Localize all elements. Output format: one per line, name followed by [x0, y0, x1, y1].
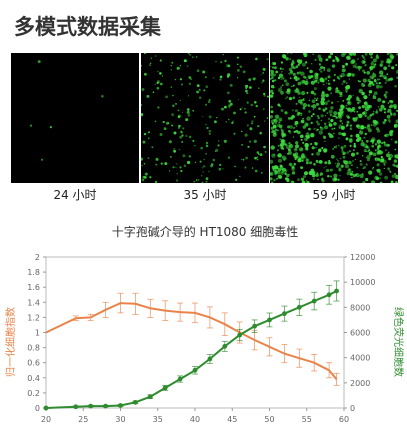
y-left-tick-label: 0.6	[27, 359, 40, 368]
x-tick-label: 55	[302, 415, 312, 424]
data-point	[162, 385, 168, 391]
y-left-tick-label: 0.2	[27, 389, 40, 398]
page-title: 多模式数据采集	[14, 15, 161, 39]
y-right-tick-label: 0	[350, 404, 355, 413]
microscopy-panel-59h	[268, 51, 400, 185]
x-tick-label: 35	[153, 415, 163, 424]
y-right-tick-label: 6000	[350, 329, 370, 338]
data-point	[147, 394, 153, 400]
x-tick-label: 40	[190, 415, 200, 424]
data-point	[326, 292, 332, 298]
y-right-tick-label: 4000	[350, 354, 370, 363]
y-axis-left-label: 归一化细胞指数	[4, 307, 17, 377]
y-left-tick-label: 1	[35, 329, 40, 338]
data-point	[222, 343, 228, 349]
panel-label-59h: 59 小时	[312, 188, 356, 202]
chart-plot-area	[43, 280, 340, 411]
y-left-tick-label: 0	[35, 404, 40, 413]
chart-axes: 20 25 30 35 40 45 50 55 6000.20.40.60.811.21.41.…	[27, 253, 375, 424]
panel-label-24h: 24 小时	[53, 188, 97, 202]
y-left-tick-label: 0.4	[27, 374, 40, 383]
data-point	[177, 376, 183, 382]
x-tick-label: 30	[115, 415, 125, 424]
y-right-tick-label: 10000	[350, 278, 375, 287]
data-point	[207, 356, 213, 362]
x-tick-label: 50	[264, 415, 274, 424]
data-point	[133, 399, 138, 405]
data-point	[43, 405, 49, 411]
data-point	[237, 332, 243, 338]
data-point	[267, 317, 272, 323]
panel-label-35h: 35 小时	[183, 188, 227, 202]
y-axis-right-label: 绿色荧光细胞数	[392, 307, 405, 377]
series-line-0	[45, 302, 338, 380]
y-left-tick-label: 1.2	[27, 313, 40, 322]
data-point	[192, 367, 198, 373]
y-left-tick-label: 2	[35, 253, 40, 262]
chart-title: 十字孢碱介导的 HT1080 细胞毒性	[112, 224, 299, 239]
plot-frame	[45, 256, 345, 409]
data-point	[118, 403, 123, 408]
microscopy-panel-24h	[11, 53, 139, 183]
data-point	[73, 404, 79, 410]
data-point	[103, 403, 108, 409]
data-point	[88, 403, 94, 409]
x-tick-label: 20	[41, 415, 51, 424]
data-point	[311, 298, 317, 304]
y-left-tick-label: 1.8	[27, 268, 40, 277]
data-point	[282, 311, 287, 317]
data-point	[334, 288, 339, 294]
y-left-tick-label: 1.6	[27, 283, 40, 292]
data-point	[296, 304, 302, 310]
y-right-tick-label: 12000	[350, 253, 375, 262]
series-line-1	[45, 290, 338, 409]
y-right-tick-label: 2000	[350, 379, 370, 388]
x-tick-label: 60	[339, 415, 349, 424]
x-tick-label: 25	[78, 415, 88, 424]
y-left-tick-label: 1.4	[27, 298, 40, 307]
data-point	[252, 323, 257, 329]
y-right-tick-label: 8000	[350, 303, 370, 312]
microscopy-panel-35h	[139, 52, 269, 184]
y-left-tick-label: 0.8	[27, 344, 40, 353]
x-tick-label: 45	[227, 415, 237, 424]
cytotoxicity-chart: 十字孢碱介导的 HT1080 细胞毒性 归一化细胞指数 绿色荧光细胞数 20 25…	[4, 224, 405, 424]
